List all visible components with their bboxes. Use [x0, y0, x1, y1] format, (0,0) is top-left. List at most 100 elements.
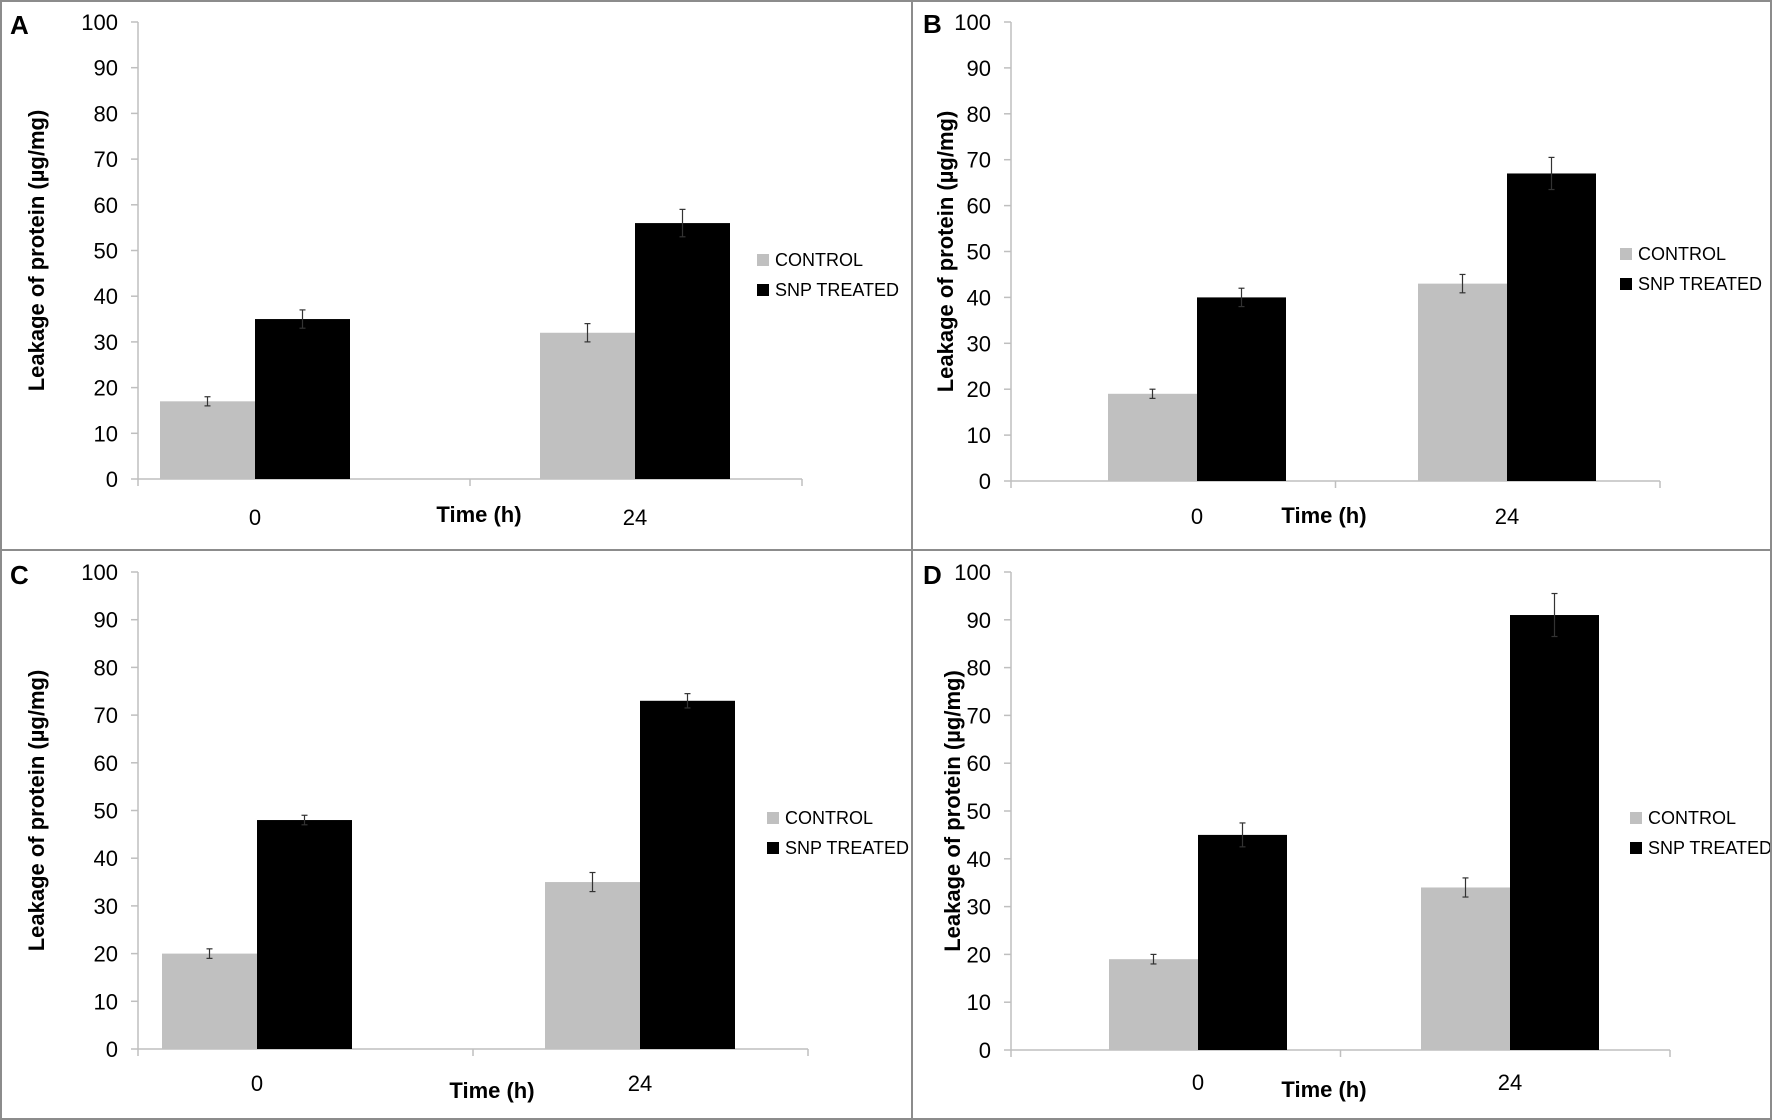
- bar-snp-treated-0: [1197, 297, 1286, 481]
- y-tick-label: 20: [967, 377, 991, 402]
- chart-svg: C 0 10 20 30 40 50 60 70 80 90 100 0 24 Time (h) Leakag…: [10, 560, 909, 1103]
- y-tick-label: 70: [94, 703, 118, 728]
- y-tick-label: 100: [954, 10, 991, 35]
- bar-control-24: [545, 882, 640, 1049]
- y-tick-label: 30: [967, 895, 991, 920]
- bar-control-0: [162, 953, 257, 1049]
- legend-label: CONTROL: [785, 808, 873, 828]
- y-tick-label: 80: [967, 656, 991, 681]
- y-tick-label: 90: [967, 608, 991, 633]
- bar-control-0: [1109, 959, 1198, 1050]
- legend-label: CONTROL: [1648, 808, 1736, 828]
- y-tick-label: 30: [94, 894, 118, 919]
- chart-svg: D 0 10 20 30 40 50 60 70 80 90 100 0 24 Time (h) Leakag…: [923, 560, 1770, 1102]
- y-tick-label: 60: [94, 193, 118, 218]
- y-tick-label: 30: [94, 330, 118, 355]
- panel-label: D: [923, 560, 942, 590]
- y-tick-label: 0: [106, 467, 118, 492]
- bar-snp-treated-0: [1198, 834, 1287, 1050]
- y-tick-label: 10: [94, 421, 118, 446]
- y-tick-label: 10: [967, 423, 991, 448]
- legend-label: CONTROL: [1638, 244, 1726, 264]
- y-tick-label: 60: [967, 751, 991, 776]
- legend-swatch-snp-treated: [1630, 842, 1642, 854]
- x-axis-title: Time (h): [449, 1078, 534, 1103]
- bar-snp-treated-24: [1507, 173, 1596, 481]
- y-tick-label: 40: [967, 285, 991, 310]
- x-axis-title: Time (h): [1281, 1077, 1366, 1102]
- chart-panel-a: A 0 10 20 30 40 50 60 70 80 90 100 0 24 Time (h) Leakag…: [0, 0, 913, 551]
- bar-control-24: [1421, 887, 1510, 1050]
- legend-label: SNP TREATED: [1648, 838, 1770, 858]
- y-tick-label: 100: [81, 10, 118, 35]
- y-tick-label: 10: [967, 990, 991, 1015]
- legend-swatch-control: [767, 812, 779, 824]
- legend-label: CONTROL: [775, 250, 863, 270]
- y-tick-label: 50: [967, 240, 991, 265]
- y-tick-label: 50: [94, 239, 118, 264]
- x-tick-label: 0: [1191, 504, 1203, 529]
- y-tick-label: 40: [94, 846, 118, 871]
- legend-swatch-control: [1620, 248, 1632, 260]
- y-tick-label: 90: [94, 608, 118, 633]
- bar-snp-treated-0: [255, 319, 350, 479]
- bar-snp-treated-24: [1510, 615, 1599, 1050]
- bar-snp-treated-24: [635, 223, 730, 479]
- chart-panel-c: C 0 10 20 30 40 50 60 70 80 90 100 0 24 Time (h) Leakag…: [0, 549, 913, 1120]
- bar-snp-treated-0: [257, 820, 352, 1049]
- y-tick-label: 40: [967, 847, 991, 872]
- y-tick-label: 90: [967, 56, 991, 81]
- y-tick-label: 60: [967, 194, 991, 219]
- x-axis-title: Time (h): [436, 502, 521, 527]
- y-tick-label: 90: [94, 56, 118, 81]
- y-tick-label: 100: [81, 560, 118, 585]
- legend-swatch-snp-treated: [767, 842, 779, 854]
- x-tick-label: 24: [1495, 504, 1519, 529]
- y-tick-label: 80: [967, 102, 991, 127]
- y-axis-title: Leakage of protein (µg/mg): [933, 111, 958, 393]
- panel-label: A: [10, 10, 29, 40]
- panel-label: C: [10, 560, 29, 590]
- y-tick-label: 30: [967, 331, 991, 356]
- y-tick-label: 0: [979, 1038, 991, 1063]
- y-axis-title: Leakage of protein (µg/mg): [24, 670, 49, 952]
- y-tick-label: 70: [967, 148, 991, 173]
- chart-svg: B 0 10 20 30 40 50 60 70 80 90 100 0 24 Time (h) Leakag…: [923, 9, 1762, 529]
- y-tick-label: 20: [967, 942, 991, 967]
- legend-swatch-snp-treated: [1620, 278, 1632, 290]
- legend-swatch-snp-treated: [757, 284, 769, 296]
- x-tick-label: 0: [249, 505, 261, 530]
- y-tick-label: 0: [106, 1037, 118, 1062]
- y-tick-label: 100: [954, 560, 991, 585]
- legend-swatch-control: [757, 254, 769, 266]
- y-tick-label: 80: [94, 655, 118, 680]
- chart-panel-b: B 0 10 20 30 40 50 60 70 80 90 100 0 24 Time (h) Leakag…: [911, 0, 1772, 551]
- y-tick-label: 70: [94, 147, 118, 172]
- y-tick-label: 20: [94, 942, 118, 967]
- bar-snp-treated-24: [640, 700, 735, 1049]
- y-tick-label: 50: [94, 799, 118, 824]
- x-tick-label: 24: [623, 505, 647, 530]
- x-tick-label: 0: [251, 1071, 263, 1096]
- y-tick-label: 80: [94, 101, 118, 126]
- bar-control-0: [160, 401, 255, 479]
- y-tick-label: 10: [94, 989, 118, 1014]
- y-tick-label: 40: [94, 284, 118, 309]
- chart-panel-d: D 0 10 20 30 40 50 60 70 80 90 100 0 24 Time (h) Leakag…: [911, 549, 1772, 1120]
- y-axis-title: Leakage of protein (µg/mg): [940, 670, 965, 952]
- legend-label: SNP TREATED: [775, 280, 899, 300]
- legend-label: SNP TREATED: [785, 838, 909, 858]
- x-tick-label: 24: [1498, 1070, 1522, 1095]
- y-tick-label: 50: [967, 799, 991, 824]
- x-tick-label: 24: [628, 1071, 652, 1096]
- bar-control-24: [1418, 283, 1507, 481]
- panel-label: B: [923, 9, 942, 39]
- y-tick-label: 0: [979, 469, 991, 494]
- y-tick-label: 70: [967, 703, 991, 728]
- bar-control-0: [1108, 393, 1197, 481]
- legend-swatch-control: [1630, 812, 1642, 824]
- y-tick-label: 20: [94, 376, 118, 401]
- x-axis-title: Time (h): [1281, 503, 1366, 528]
- bar-control-24: [540, 332, 635, 479]
- chart-svg: A 0 10 20 30 40 50 60 70 80 90 100 0 24 Time (h) Leakag…: [10, 10, 899, 530]
